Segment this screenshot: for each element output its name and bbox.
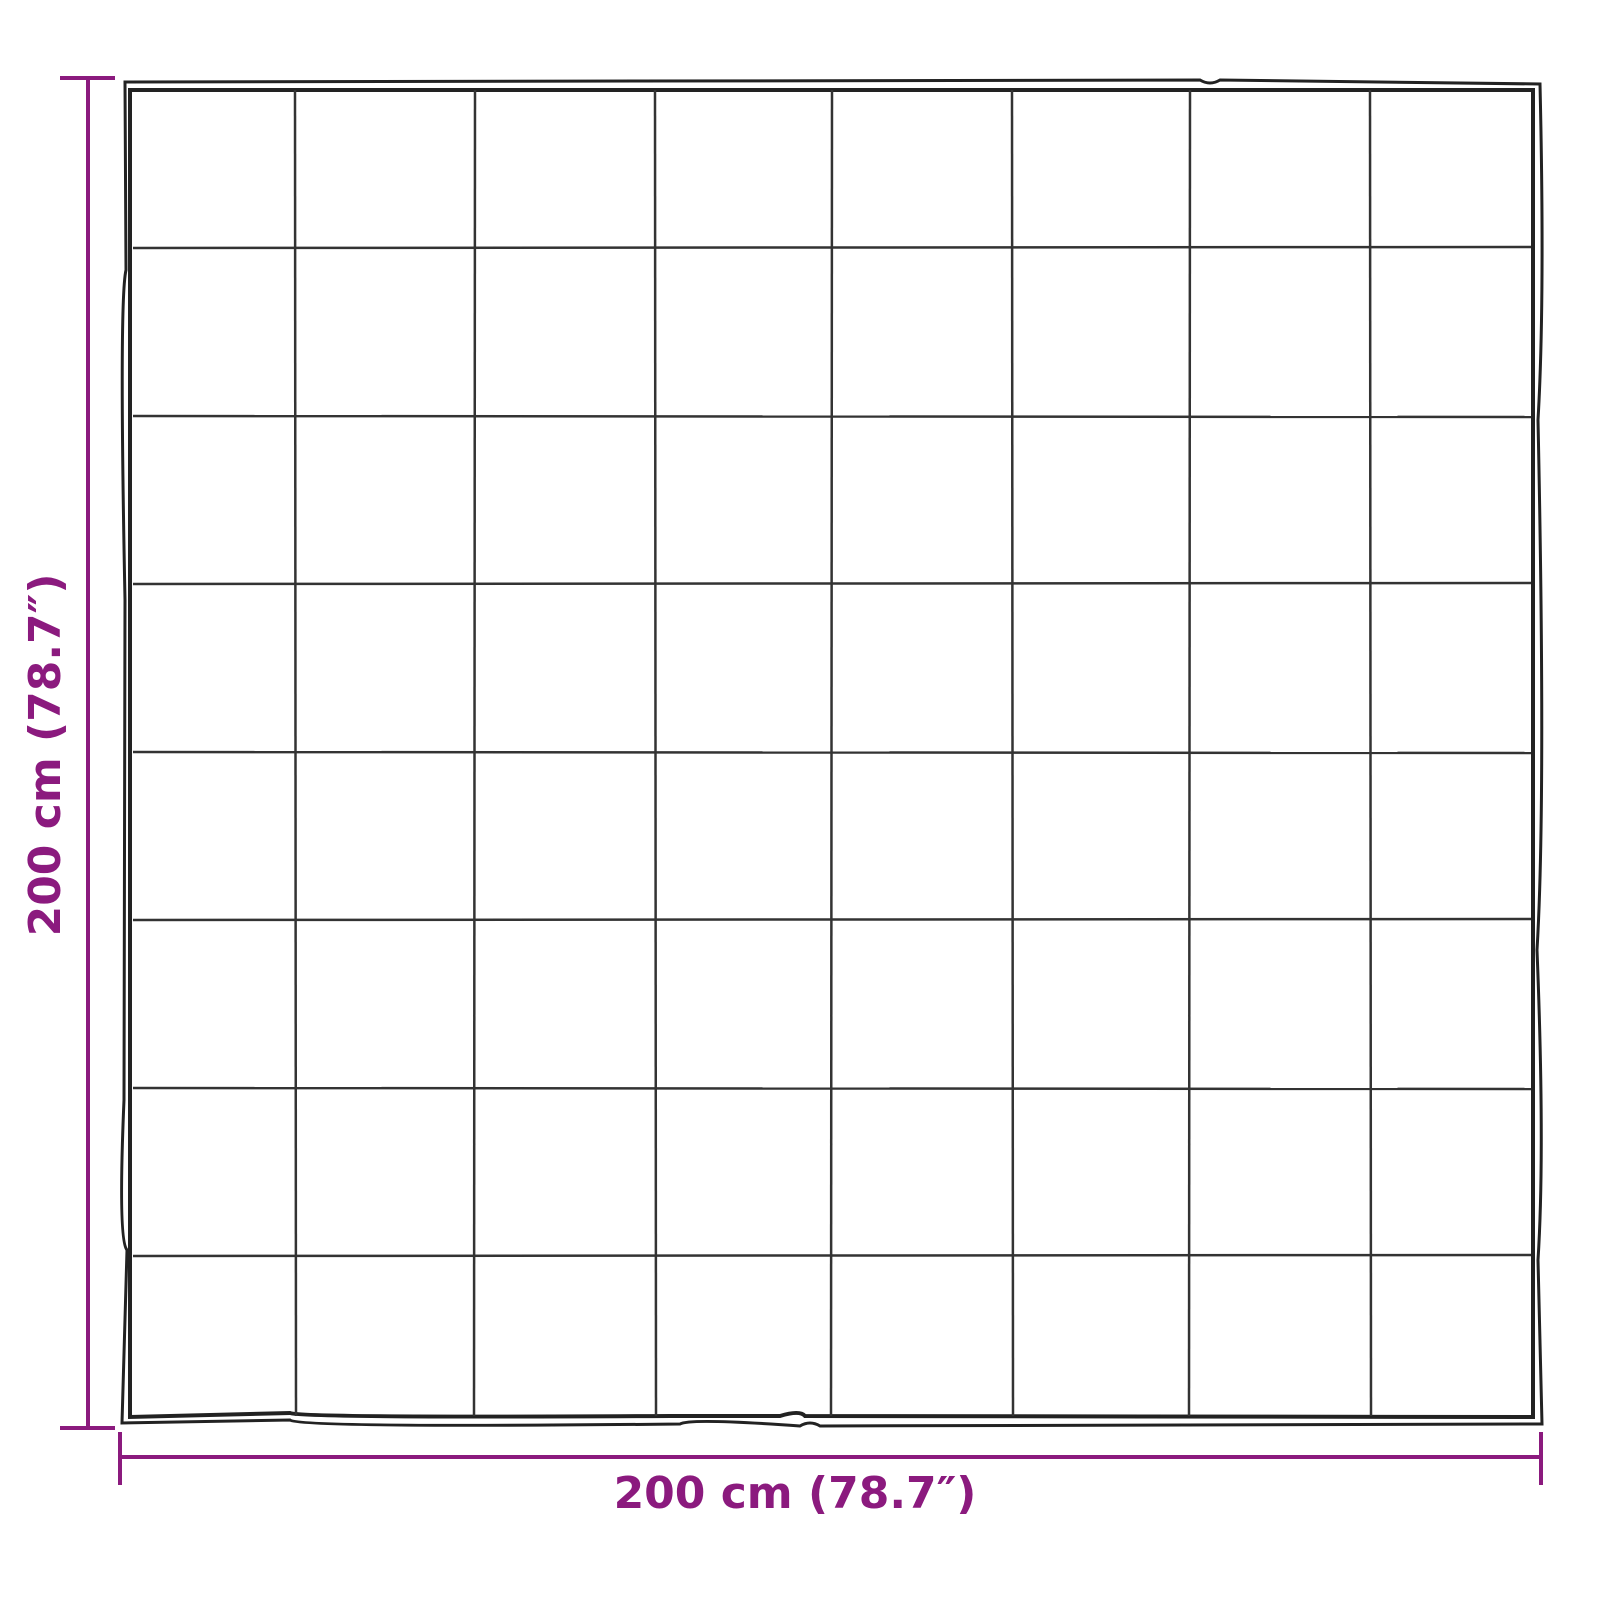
horizontal-stitch-line [132, 245, 1532, 250]
horizontal-stitch-line [132, 1086, 1532, 1091]
horizontal-stitch-line [132, 581, 1532, 586]
width-label: 200 cm (78.7″) [614, 1468, 977, 1519]
horizontal-stitch-line [132, 414, 1532, 419]
horizontal-stitch-line [132, 1253, 1532, 1258]
height-dimension [60, 76, 115, 1430]
blanket-outline [120, 78, 1544, 1428]
width-dimension [118, 1432, 1543, 1485]
blanket-outer-edge [120, 78, 1544, 1428]
horizontal-stitch-line [132, 750, 1532, 755]
height-label: 200 cm (78.7″) [20, 574, 71, 937]
quilt-stitch-grid [132, 89, 1532, 1417]
blanket-inner-edge [128, 88, 1535, 1420]
horizontal-stitch-line [132, 917, 1532, 922]
